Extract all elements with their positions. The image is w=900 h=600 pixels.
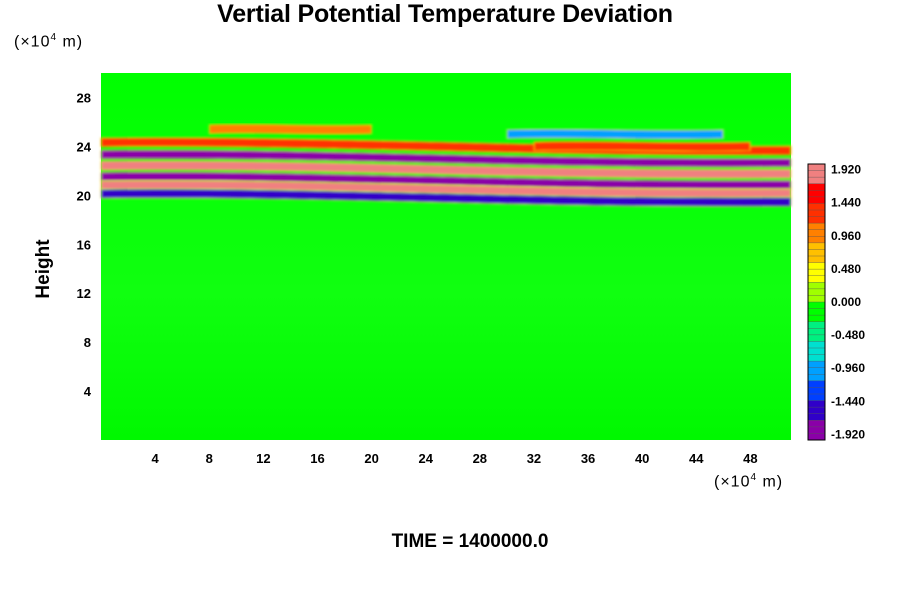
colorbar-tick-label: 0.000 [831,295,861,309]
x-tick-label: 16 [310,451,324,466]
colorbar-segment [808,242,825,250]
colorbar-segment [808,223,825,231]
x-tick-label: 8 [206,451,213,466]
colorbar-segment [808,387,825,395]
colorbar-segment [808,183,825,191]
y-tick-label: 20 [77,188,91,203]
x-tick-label: 48 [743,451,757,466]
colorbar-segment [808,177,825,185]
colorbar-tick-label: -0.960 [831,361,865,375]
colorbar-tick-label: -0.480 [831,328,865,342]
colorbar-segment [808,249,825,257]
plot-area [100,73,792,440]
colorbar-segment [808,367,825,375]
x-tick-label: 44 [689,451,704,466]
colorbar-segment [808,321,825,329]
time-label: TIME = 1400000.0 [391,531,549,552]
colorbar-segment [808,203,825,211]
colorbar-segment [808,288,825,296]
colorbar-tick-label: 0.480 [831,262,861,276]
colorbar-segment [808,380,825,388]
colorbar: 1.920 1.440 0.960 0.480 0.000 -0.480 -0.960 -1.… [807,163,865,441]
colorbar-segment [808,315,825,323]
colorbar-segment [808,308,825,316]
colorbar-segment [808,269,825,277]
x-tick-label: 12 [256,451,270,466]
colorbar-segment [808,407,825,415]
x-tick-label: 20 [364,451,378,466]
colorbar-segment [808,236,825,244]
colorbar-segment [808,413,825,421]
colorbar-segment [808,400,825,408]
colorbar-segment [808,433,825,441]
x-tick-label: 36 [581,451,595,466]
colorbar-segment [808,361,825,369]
colorbar-tick-label: -1.440 [831,394,865,408]
colorbar-tick-label: 1.440 [831,196,861,210]
y-tick-label: 28 [77,90,91,105]
colorbar-segment [808,164,825,172]
x-tick-label: 28 [473,451,487,466]
colorbar-segment [808,262,825,270]
x-tick-label: 24 [418,451,433,466]
field-background [101,73,791,440]
x-unit-label: (×104 m) [714,472,784,491]
colorbar-segment [808,210,825,218]
colorbar-segment [808,420,825,428]
data-band-1 [100,149,792,168]
x-tick-label: 32 [527,451,541,466]
colorbar-tick-label: 1.920 [831,163,861,177]
colorbar-segment [808,374,825,382]
colorbar-segment [808,190,825,198]
colorbar-segment [808,256,825,264]
y-tick-label: 4 [84,384,92,399]
y-tick-label: 16 [77,237,91,252]
colorbar-tick-label: -1.920 [831,427,865,441]
colorbar-segment [808,295,825,303]
colorbar-tick-label: 0.960 [831,229,861,243]
colorbar-segment [808,302,825,310]
data-band-6 [208,123,372,135]
colorbar-segment [808,341,825,349]
colorbar-frame [807,163,826,441]
x-tick-label: 4 [152,451,160,466]
colorbar-segment [808,196,825,204]
y-unit-label: (×104 m) [14,32,84,51]
y-tick-label: 24 [77,139,92,154]
colorbar-segment [808,170,825,178]
colorbar-segment [808,328,825,336]
colorbar-segment [808,275,825,283]
colorbar-segment [808,348,825,356]
chart-title: Vertial Potential Temperature Deviation [217,0,673,28]
colorbar-segment [808,426,825,434]
colorbar-segment [808,394,825,402]
y-tick-label: 8 [84,335,91,350]
colorbar-segment [808,282,825,290]
y-tick-label: 12 [77,286,91,301]
data-band-8 [533,140,751,152]
colorbar-segment [808,334,825,342]
data-band-7 [506,128,724,140]
colorbar-segment [808,354,825,362]
data-band-5 [100,188,792,207]
colorbar-segment [808,216,825,224]
x-tick-label: 40 [635,451,649,466]
data-band-2 [100,160,792,179]
colorbar-segment [808,229,825,237]
